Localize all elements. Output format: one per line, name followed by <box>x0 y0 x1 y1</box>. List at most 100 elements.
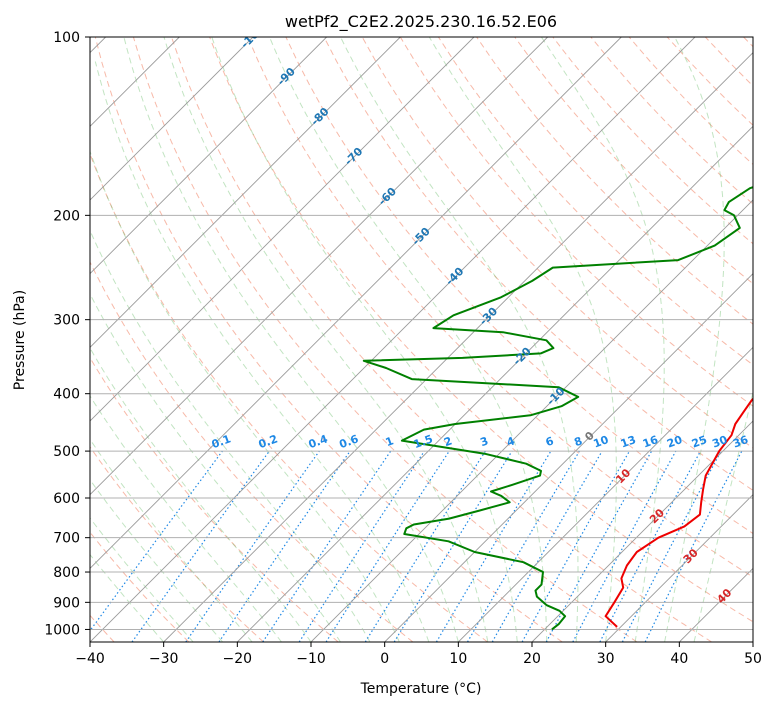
moist-adiabat-line <box>90 394 282 642</box>
dry-adiabat-line <box>90 356 339 642</box>
mixing-ratio-label: 1.5 <box>412 432 435 451</box>
plot-area: -100-90-80-70-60-50-40-30-20-10010203040… <box>90 37 753 642</box>
sounding-line <box>604 397 753 628</box>
dry-adiabat-line <box>514 37 753 285</box>
dry-adiabat-line <box>476 37 753 325</box>
x-tick-label: 40 <box>670 651 688 667</box>
y-tick-label: 500 <box>53 444 80 460</box>
mixing-ratio-label: 0.2 <box>257 432 280 451</box>
isotherm-label: 20 <box>647 506 667 526</box>
mixing-ratio-label: 30 <box>710 433 729 451</box>
dry-adiabat-line <box>247 37 753 578</box>
mixing-ratio-label: 0.4 <box>307 432 330 451</box>
mixing-ratio-label: 2 <box>442 434 454 449</box>
mixing-ratio-label: 8 <box>572 434 584 449</box>
moist-adiabat-line <box>90 479 223 642</box>
x-tick-label: 0 <box>380 651 389 667</box>
moist-adiabat-line <box>90 229 371 642</box>
dry-adiabat-line <box>132 37 638 642</box>
x-tick-label: −30 <box>149 651 179 667</box>
x-tick-label: −10 <box>296 651 326 667</box>
moist-adiabat-line <box>540 37 665 642</box>
dry-adiabat-line <box>666 37 753 126</box>
y-tick-label: 400 <box>53 387 80 403</box>
mixing-ratio-lines <box>90 450 743 642</box>
dry-adiabat-line <box>90 531 190 642</box>
pressure-gridlines <box>90 37 753 630</box>
mixing-ratio-label: 20 <box>665 433 684 451</box>
isotherm-line <box>384 273 753 642</box>
sounding-series <box>362 186 753 631</box>
isotherm-label: 40 <box>714 586 734 606</box>
mixing-ratio-labels: 0.1 0.2 0.4 0.6 1 1.5 2 3 4 6 8 10 13 16 20 25 30 36 <box>210 432 750 451</box>
x-axis: −40 −30 −20 −10 0 10 20 30 40 50 <box>75 642 762 667</box>
chart-title: wetPf2_C2E2.2025.230.16.52.E06 <box>285 12 557 32</box>
mixing-ratio-line <box>435 450 552 642</box>
isotherm-line <box>605 494 753 642</box>
y-axis-label: Pressure (hPa) <box>12 290 28 390</box>
mixing-ratio-label: 16 <box>641 433 660 451</box>
moist-adiabat-line <box>90 438 253 642</box>
mixing-ratio-label: 4 <box>505 434 517 449</box>
isotherm-line <box>752 641 753 642</box>
isotherm-label: -60 <box>376 185 399 208</box>
mixing-ratio-label: 6 <box>544 434 556 449</box>
dry-adiabat-line <box>90 152 488 642</box>
isotherm-line <box>90 37 548 496</box>
isotherm-label: 30 <box>681 546 701 566</box>
x-tick-label: 30 <box>597 651 615 667</box>
moist-adiabat-line <box>90 149 400 642</box>
isotherm-label: -20 <box>511 345 534 368</box>
mixing-ratio-line <box>298 450 425 642</box>
x-tick-label: 20 <box>523 651 541 667</box>
moist-adiabats <box>90 37 753 642</box>
isotherm-line <box>531 420 753 642</box>
y-tick-label: 300 <box>53 313 80 329</box>
dry-adiabat-line <box>285 37 753 535</box>
isotherm-line <box>458 346 753 642</box>
x-tick-label: −20 <box>223 651 253 667</box>
isotherm-line <box>90 37 622 569</box>
y-tick-label: 100 <box>53 30 80 46</box>
moist-adiabat-line <box>269 37 548 642</box>
y-tick-label: 200 <box>53 208 80 224</box>
dry-adiabat-line <box>437 37 753 366</box>
dry-adiabat-line <box>590 37 753 205</box>
plot-frame <box>89 36 754 643</box>
y-axis: 100 200 300 400 500 600 700 800 900 1000 <box>44 30 90 638</box>
isotherm-label: -70 <box>342 145 365 168</box>
dry-adiabat-line <box>704 37 753 87</box>
isotherms <box>90 37 753 642</box>
y-tick-label: 600 <box>53 491 80 507</box>
mixing-ratio-line <box>644 450 743 642</box>
dry-adiabat-line <box>743 37 753 48</box>
isotherm-line <box>90 37 327 275</box>
moist-adiabat-line <box>340 37 579 642</box>
moist-adiabat-line <box>123 37 459 642</box>
mixing-ratio-line <box>262 450 392 642</box>
mixing-ratio-label: 25 <box>690 433 709 450</box>
isotherm-line <box>90 37 696 642</box>
mixing-ratio-line <box>325 450 450 642</box>
mixing-ratio-line <box>185 450 320 642</box>
dry-adiabat-line <box>90 260 414 642</box>
isotherm-label: -30 <box>477 305 500 328</box>
moist-adiabat-line <box>211 37 518 642</box>
moist-adiabat-line <box>428 37 617 642</box>
dry-adiabat-line <box>94 37 563 642</box>
mixing-ratio-label: 0.1 <box>210 432 233 451</box>
mixing-ratio-line <box>545 450 653 642</box>
dry-adiabat-line <box>209 37 753 623</box>
isotherm-line <box>90 37 475 422</box>
mixing-ratio-line <box>572 450 677 642</box>
isotherm-label: -90 <box>275 65 298 88</box>
moist-adiabat-line <box>693 390 753 642</box>
x-axis-label: Temperature (°C) <box>360 681 482 697</box>
mixing-ratio-line <box>90 450 223 632</box>
x-tick-label: 50 <box>744 651 762 667</box>
mixing-ratio-line <box>521 450 631 642</box>
isotherm-line <box>163 52 753 642</box>
mixing-ratio-line <box>393 450 513 642</box>
dry-adiabats <box>90 37 753 642</box>
isotherm-label: -50 <box>410 225 433 248</box>
